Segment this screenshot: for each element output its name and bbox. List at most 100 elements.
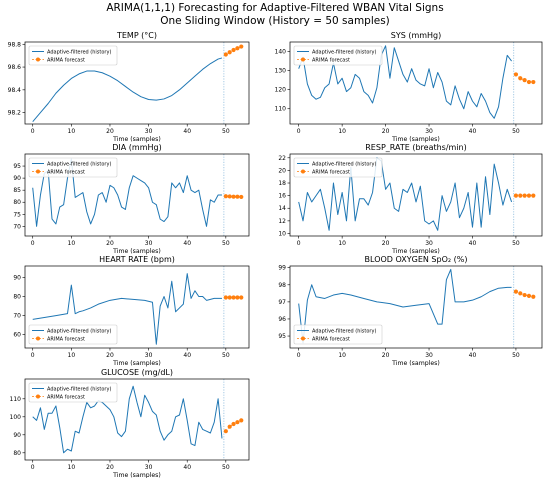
chart-4-legend-forecast-label: ARIMA forecast: [312, 169, 350, 175]
chart-1-forecast-point: [231, 47, 236, 53]
chart-5-forecast-point: [223, 295, 228, 300]
chart-7-forecast-point: [227, 424, 232, 429]
chart-3-history-line: [32, 158, 222, 227]
chart-4-ytick-label: 14: [278, 205, 286, 212]
chart-2-history-line: [298, 45, 512, 119]
chart-3-forecast-point: [223, 194, 228, 199]
chart-6-legend-history-label: Adaptive-filtered (history): [312, 328, 376, 334]
chart-5-legend-forecast-marker: [36, 336, 40, 341]
chart-3-legend-forecast-label: ARIMA forecast: [47, 169, 85, 175]
chart-6-ytick-label: 99: [278, 265, 286, 272]
chart-5-forecast-point: [231, 295, 236, 300]
chart-7-xtick-label: 40: [183, 464, 191, 471]
chart-6-xtick-label: 10: [338, 352, 346, 359]
chart-4-xtick-label: 0: [297, 240, 301, 247]
chart-7-ytick-label: 110: [10, 396, 22, 403]
chart-7: GLUCOSE (mg/dL) Time (samples) 0 10 20 30 40 50…: [10, 368, 250, 478]
chart-7-title: GLUCOSE (mg/dL): [101, 368, 173, 377]
chart-1-legend-forecast-marker: [36, 57, 40, 62]
chart-7-legend: Adaptive-filtered (history) ARIMA forecas…: [28, 382, 118, 403]
chart-7-ytick-label: 90: [13, 432, 21, 439]
chart-5-xtick-label: 0: [31, 352, 35, 359]
chart-2-legend-forecast-marker: [301, 57, 305, 62]
chart-6-ytick-label: 98: [278, 282, 286, 289]
chart-4-ytick-label: 22: [278, 155, 286, 162]
chart-2-ytick-label: 110: [275, 106, 287, 113]
chart-2-xtick-label: 20: [382, 128, 390, 135]
chart-4-axes-frame: [289, 153, 543, 237]
chart-6-legend-box: [293, 324, 383, 345]
chart-5-xtick-label: 40: [183, 352, 191, 359]
chart-7-forecast-point: [231, 421, 236, 427]
chart-6-forecast-point: [518, 291, 523, 296]
chart-3-legend-forecast-marker: [36, 169, 40, 174]
chart-7-ytick-label: 80: [13, 450, 21, 457]
chart-3-forecast-point: [231, 194, 236, 199]
chart-4-xtick-label: 30: [425, 240, 433, 247]
chart-4-xtick-label: 10: [338, 240, 346, 247]
chart-5-history-line: [32, 273, 222, 345]
suptitle-line-2: One Sliding Window (History = 50 samples…: [160, 15, 390, 27]
chart-6-ytick-label: 96: [278, 316, 286, 323]
chart-2-forecast-point: [513, 72, 519, 77]
chart-2-legend-box: [293, 45, 383, 66]
chart-3-ytick-label: 85: [13, 187, 21, 194]
chart-6-history-line: [298, 268, 512, 344]
chart-4-title: RESP_RATE (breaths/min): [365, 143, 467, 152]
chart-2-legend: Adaptive-filtered (history) ARIMA forecas…: [293, 45, 383, 66]
chart-3-legend: Adaptive-filtered (history) ARIMA forecas…: [28, 157, 118, 178]
chart-3-forecast-point: [239, 194, 244, 200]
chart-3-forecast-point: [235, 194, 240, 199]
chart-4-xtick-label: 40: [469, 240, 477, 247]
chart-6-xtick-label: 20: [382, 352, 390, 359]
chart-1-title: TEMP (°C): [116, 31, 157, 40]
chart-7-legend-forecast-marker: [36, 394, 40, 399]
chart-5-ytick-label: 80: [13, 294, 21, 301]
chart-5-legend-history-label: Adaptive-filtered (history): [47, 328, 111, 334]
chart-4-ytick-label: 10: [278, 230, 286, 237]
chart-2-forecast-point: [526, 79, 532, 85]
chart-1-forecast-point: [235, 46, 240, 51]
chart-3-axes-frame: [24, 153, 250, 237]
chart-1-xtick-label: 50: [222, 128, 230, 135]
chart-1: TEMP (°C) Time (samples) 0 10 20 30 40 50 98.2 98…: [8, 31, 250, 143]
chart-4-ytick-label: 12: [278, 218, 286, 225]
chart-1-xtick-label: 30: [145, 128, 153, 135]
chart-7-legend-box: [28, 382, 118, 403]
chart-5-forecast-point: [227, 295, 232, 300]
chart-6-title: BLOOD OXYGEN SpO₂ (%): [365, 255, 468, 264]
chart-1-xtick-label: 0: [31, 128, 35, 135]
chart-7-forecast-point: [223, 429, 228, 434]
chart-3-xtick-label: 10: [68, 240, 76, 247]
chart-7-axes-frame: [24, 378, 250, 461]
chart-2-xtick-label: 10: [338, 128, 346, 135]
chart-3-xtick-label: 20: [106, 240, 114, 247]
chart-2-ytick-label: 140: [275, 49, 287, 56]
chart-2-axes-frame: [289, 41, 543, 125]
chart-6-forecast-point: [531, 294, 536, 299]
chart-1-xtick-label: 40: [183, 128, 191, 135]
chart-5: HEART RATE (bpm) Time (samples) 0 10 20 30 40 5…: [13, 255, 250, 367]
chart-3-xlabel: Time (samples): [112, 248, 161, 255]
chart-6-xtick-label: 40: [469, 352, 477, 359]
chart-5-title: HEART RATE (bpm): [99, 255, 175, 264]
chart-1-legend-forecast-label: ARIMA forecast: [47, 57, 85, 63]
chart-6-legend: Adaptive-filtered (history) ARIMA forecas…: [293, 324, 383, 345]
chart-2-xtick-label: 50: [512, 128, 520, 135]
chart-1-legend: Adaptive-filtered (history) ARIMA forecas…: [28, 45, 118, 66]
chart-1-legend-box: [28, 45, 118, 66]
chart-1-ytick-label: 98.8: [8, 41, 22, 48]
chart-5-legend-box: [28, 324, 118, 345]
chart-3-ytick-label: 95: [13, 163, 21, 170]
chart-4-legend-forecast-marker: [301, 169, 305, 174]
chart-3-ytick-label: 90: [13, 175, 21, 182]
chart-5-ytick-label: 90: [13, 274, 21, 281]
chart-5-xtick-label: 50: [222, 352, 230, 359]
chart-5-xlabel: Time (samples): [112, 360, 161, 367]
chart-7-xtick-label: 0: [31, 464, 35, 471]
chart-5-forecast-point: [239, 295, 244, 300]
chart-3-xtick-label: 0: [31, 240, 35, 247]
chart-4-forecast-point: [513, 193, 519, 198]
chart-5-xtick-label: 20: [106, 352, 114, 359]
